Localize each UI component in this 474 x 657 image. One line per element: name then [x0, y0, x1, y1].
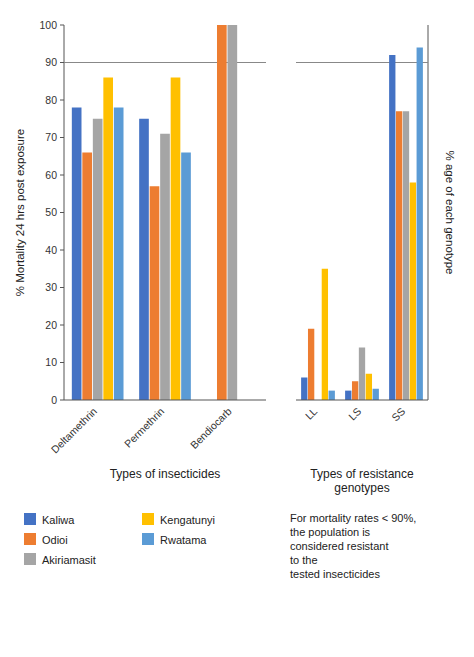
bar: [139, 119, 149, 400]
text-line: genotypes: [334, 481, 389, 495]
bars: [301, 48, 423, 401]
legend-label: Odioi: [42, 534, 68, 546]
bar: [373, 389, 379, 400]
reference-line: [296, 62, 428, 63]
y-axis-line: [428, 25, 429, 400]
y-tick: [60, 175, 64, 176]
chart: 0 10 20 30 40 50 60 70 80 90 100 Deltamethrin Permet…: [0, 0, 474, 657]
x-axis-line: [64, 400, 266, 401]
y-tick: [60, 62, 64, 63]
x-axis-label: Types of resistancegenotypes: [310, 467, 414, 495]
bar: [389, 55, 395, 400]
x-tick-label: Bendiocarb: [188, 405, 234, 451]
y-tick-label: 60: [45, 169, 57, 181]
legend-label: Kengatunyi: [160, 514, 215, 526]
y-tick-label: 70: [45, 131, 57, 143]
bar: [103, 78, 113, 401]
y-tick-label: 30: [45, 281, 57, 293]
panel: LL LS SS Types of resistancegenotypes % age …: [296, 25, 456, 495]
text-line: the population is: [290, 526, 371, 538]
y-tick: [60, 25, 64, 26]
legend-label: Kaliwa: [42, 514, 75, 526]
y-tick-label: 0: [51, 394, 57, 406]
legend-label: Rwatama: [160, 534, 207, 546]
bar: [396, 111, 402, 400]
text-line: For mortality rates < 90%,: [290, 512, 416, 524]
bar: [150, 186, 160, 400]
y-tick-label: 100: [39, 19, 57, 31]
text-line: to the: [290, 554, 318, 566]
panel: 0 10 20 30 40 50 60 70 80 90 100 Deltamethrin Permet…: [14, 19, 266, 482]
bar: [352, 381, 358, 400]
bar: [228, 25, 238, 400]
y-tick: [60, 287, 64, 288]
x-tick-label: Deltamethrin: [49, 405, 100, 456]
y-tick: [60, 100, 64, 101]
text-line: tested insecticides: [290, 568, 380, 580]
legend-swatch: [24, 533, 36, 545]
text-line: Types of resistance: [310, 467, 414, 481]
y-tick: [60, 250, 64, 251]
legend-label: Akiriamasit: [42, 554, 96, 566]
bar: [366, 374, 372, 400]
y-tick: [60, 212, 64, 213]
bar: [114, 108, 124, 401]
bar: [322, 269, 328, 400]
bar: [93, 119, 103, 400]
y-tick: [60, 400, 64, 401]
y-tick-label: 80: [45, 94, 57, 106]
x-tick-label: LL: [303, 405, 320, 422]
legend-swatch: [142, 533, 154, 545]
bar: [160, 134, 170, 400]
bar: [82, 153, 92, 401]
y-tick: [60, 137, 64, 138]
y-axis-label: % age of each genotype: [444, 150, 456, 274]
y-tick-label: 50: [45, 206, 57, 218]
x-tick-label: Permethrin: [122, 405, 167, 450]
text-line: considered resistant: [290, 540, 388, 552]
y-tick-label: 90: [45, 56, 57, 68]
bar: [301, 378, 307, 401]
bar: [410, 183, 416, 401]
y-axis-label: % Mortality 24 hrs post exposure: [14, 129, 26, 296]
legend-swatch: [142, 513, 154, 525]
y-tick: [60, 325, 64, 326]
y-tick: [60, 362, 64, 363]
x-axis-line: [296, 400, 428, 401]
x-tick-label: SS: [389, 405, 407, 423]
bar: [72, 108, 82, 401]
legend-swatch: [24, 513, 36, 525]
legend: Kaliwa Odioi Akiriamasit Kengatunyi Rwatama: [24, 513, 215, 566]
bar: [329, 391, 335, 400]
bar: [403, 111, 409, 400]
annotation: For mortality rates < 90%, the population…: [290, 512, 416, 580]
bar: [171, 78, 181, 401]
y-tick-label: 10: [45, 356, 57, 368]
bar: [217, 25, 227, 400]
bar: [417, 48, 423, 401]
y-tick-label: 40: [45, 244, 57, 256]
x-tick-label: LS: [346, 405, 364, 423]
y-tick-label: 20: [45, 319, 57, 331]
legend-swatch: [24, 553, 36, 565]
bar: [359, 348, 365, 401]
x-axis-label: Types of insecticides: [110, 467, 221, 481]
bar: [181, 153, 191, 401]
y-axis-line: [64, 25, 65, 400]
bars: [72, 25, 237, 400]
bar: [345, 391, 351, 400]
text-line: Types of insecticides: [110, 467, 221, 481]
bar: [308, 329, 314, 400]
